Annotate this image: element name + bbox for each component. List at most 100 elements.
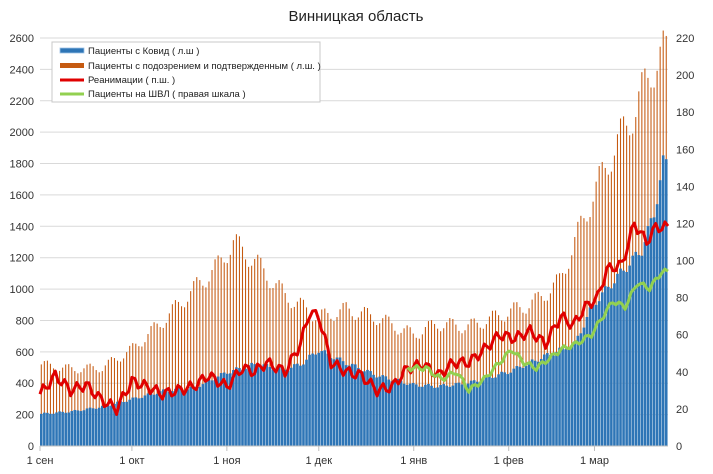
bar-suspected <box>184 307 186 446</box>
bar-covid <box>58 411 61 446</box>
bar-covid <box>378 376 381 446</box>
y-left-tick-label: 1600 <box>10 190 34 202</box>
bar-covid <box>543 354 546 446</box>
bar-covid <box>247 365 250 446</box>
bar-covid <box>427 383 430 446</box>
bar-covid <box>314 354 317 446</box>
bar-covid <box>296 363 299 446</box>
bar-covid <box>146 393 150 446</box>
bar-covid <box>174 388 177 446</box>
bar-covid <box>52 413 55 446</box>
bar-covid <box>430 385 433 446</box>
bar-covid <box>549 354 552 446</box>
bar-covid <box>241 369 244 446</box>
y-right-tick-label: 180 <box>676 107 694 119</box>
bar-covid <box>579 333 583 446</box>
bar-covid <box>238 368 241 446</box>
bar-covid <box>46 412 49 446</box>
bar-suspected <box>165 322 167 446</box>
bar-covid <box>390 381 394 446</box>
bar-suspected <box>59 370 61 446</box>
bar-covid <box>610 288 613 446</box>
bar-covid <box>408 383 412 446</box>
bar-suspected <box>214 259 216 446</box>
y-right-tick-label: 120 <box>676 218 694 230</box>
y-left-tick-label: 2200 <box>10 96 34 108</box>
legend-box <box>51 41 321 103</box>
bar-suspected <box>126 352 128 446</box>
bar-suspected <box>260 257 262 446</box>
bar-covid <box>195 387 199 446</box>
bar-covid <box>494 377 497 446</box>
bar-covid <box>320 351 324 446</box>
x-tick-label: 1 дек <box>306 455 333 467</box>
bar-suspected <box>46 360 48 446</box>
bar-covid <box>600 292 604 446</box>
bar-covid <box>161 389 165 446</box>
legend: Пациенты с Ковид ( л.ш ) Пациенты с подо… <box>51 41 321 103</box>
y-left-tick-label: 600 <box>16 347 34 359</box>
bar-covid <box>82 410 86 446</box>
bar-suspected <box>129 345 131 446</box>
bar-covid <box>497 374 500 446</box>
bar-covid <box>628 265 631 446</box>
bar-suspected <box>159 327 161 446</box>
bar-suspected <box>226 263 228 446</box>
bar-suspected <box>254 258 256 446</box>
bar-covid <box>506 374 510 446</box>
bar-covid <box>283 369 287 446</box>
bar-covid <box>478 381 482 446</box>
bar-covid <box>40 413 43 446</box>
bar-covid <box>363 371 366 446</box>
bar-covid <box>439 384 442 446</box>
y-left-tick-label: 2400 <box>10 64 34 76</box>
bar-covid <box>466 383 470 446</box>
bar-suspected <box>446 322 448 446</box>
bar-suspected <box>281 283 283 446</box>
y-left-tick-label: 1000 <box>10 284 34 296</box>
bar-suspected <box>434 323 436 446</box>
bar-covid <box>335 357 339 446</box>
bar-covid <box>113 403 116 446</box>
bar-covid <box>262 364 266 446</box>
legend-swatch-suspected <box>60 63 84 68</box>
bar-suspected <box>95 370 97 446</box>
bar-covid <box>521 367 525 446</box>
bar-covid <box>448 386 452 446</box>
y-right-tick-label: 40 <box>676 367 688 379</box>
y-right-tick-label: 220 <box>676 33 694 45</box>
bar-covid <box>155 393 159 446</box>
bar-covid <box>271 369 275 446</box>
bar-covid <box>405 384 409 446</box>
bar-covid <box>603 286 607 446</box>
bar-covid <box>305 359 308 446</box>
y-left-tick-label: 1200 <box>10 253 34 265</box>
bar-covid <box>49 413 52 446</box>
legend-swatch-covid <box>59 47 85 54</box>
bar-suspected <box>52 368 55 446</box>
bar-covid <box>180 389 183 446</box>
bar-covid <box>384 376 388 446</box>
bar-covid <box>530 359 534 446</box>
bar-covid <box>472 380 476 446</box>
x-tick-label: 1 янв <box>400 455 427 467</box>
bar-covid <box>536 361 540 446</box>
legend-label-icu: Реанимации ( п.ш. ) <box>88 75 175 86</box>
bar-covid <box>421 386 424 446</box>
bar-suspected <box>199 280 201 446</box>
bar-covid <box>625 271 628 446</box>
bar-suspected <box>65 364 67 446</box>
bar-covid <box>274 368 278 446</box>
bar-suspected <box>196 277 198 446</box>
bar-covid <box>512 368 516 446</box>
bar-covid <box>235 367 238 446</box>
bars-covid-series <box>40 155 668 447</box>
bar-covid <box>219 373 223 446</box>
bar-covid <box>360 371 363 446</box>
bar-covid <box>299 365 302 446</box>
y-right-tick-label: 0 <box>676 441 682 453</box>
bar-suspected <box>141 346 143 446</box>
bar-covid <box>649 218 653 446</box>
bar-covid <box>183 390 186 446</box>
bar-covid <box>131 397 135 446</box>
